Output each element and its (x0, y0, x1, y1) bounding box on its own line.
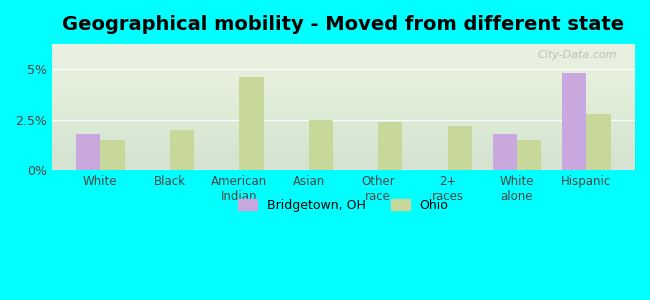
Bar (239, 77, 263, 170)
Bar (517, 140, 541, 170)
Bar (76, 134, 100, 170)
Bar (493, 134, 517, 170)
Legend: Bridgetown, OH, Ohio: Bridgetown, OH, Ohio (233, 194, 454, 217)
Bar (170, 130, 194, 170)
Bar (562, 73, 586, 170)
Bar (586, 114, 611, 170)
Title: Geographical mobility - Moved from different state: Geographical mobility - Moved from diffe… (62, 15, 625, 34)
Bar (378, 122, 402, 170)
Text: City-Data.com: City-Data.com (538, 50, 617, 60)
Bar (309, 120, 333, 170)
Bar (100, 140, 125, 170)
Bar (447, 126, 472, 170)
